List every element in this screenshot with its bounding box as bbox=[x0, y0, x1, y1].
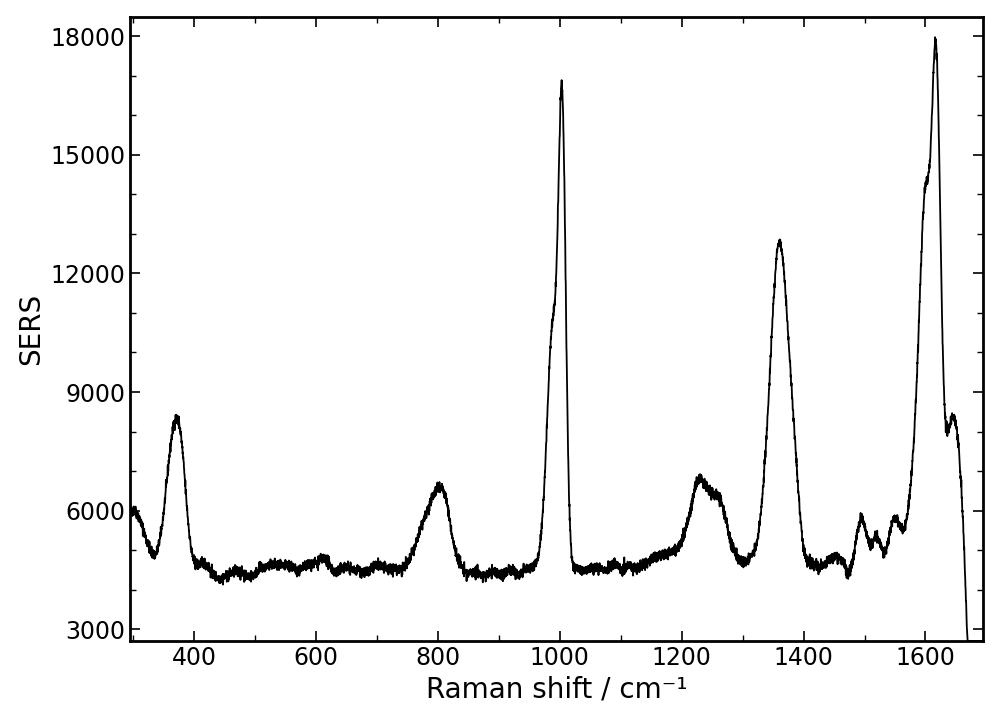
X-axis label: Raman shift / cm⁻¹: Raman shift / cm⁻¹ bbox=[426, 675, 688, 703]
Y-axis label: SERS: SERS bbox=[17, 293, 45, 365]
